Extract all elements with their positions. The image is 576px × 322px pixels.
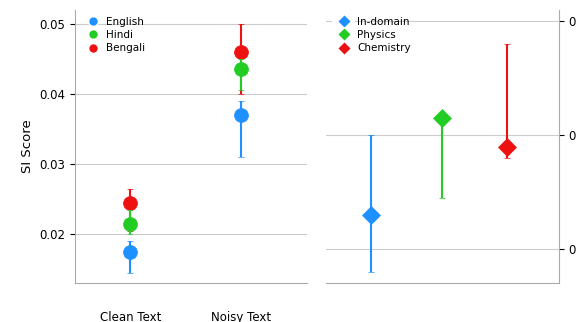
Legend: English, Hindi, Bengali: English, Hindi, Bengali	[80, 15, 147, 55]
Text: Noisy Text: Noisy Text	[211, 311, 271, 322]
Text: Clean Text: Clean Text	[100, 311, 161, 322]
Y-axis label: SI Score: SI Score	[21, 120, 33, 173]
Legend: In-domain, Physics, Chemistry: In-domain, Physics, Chemistry	[331, 15, 413, 55]
